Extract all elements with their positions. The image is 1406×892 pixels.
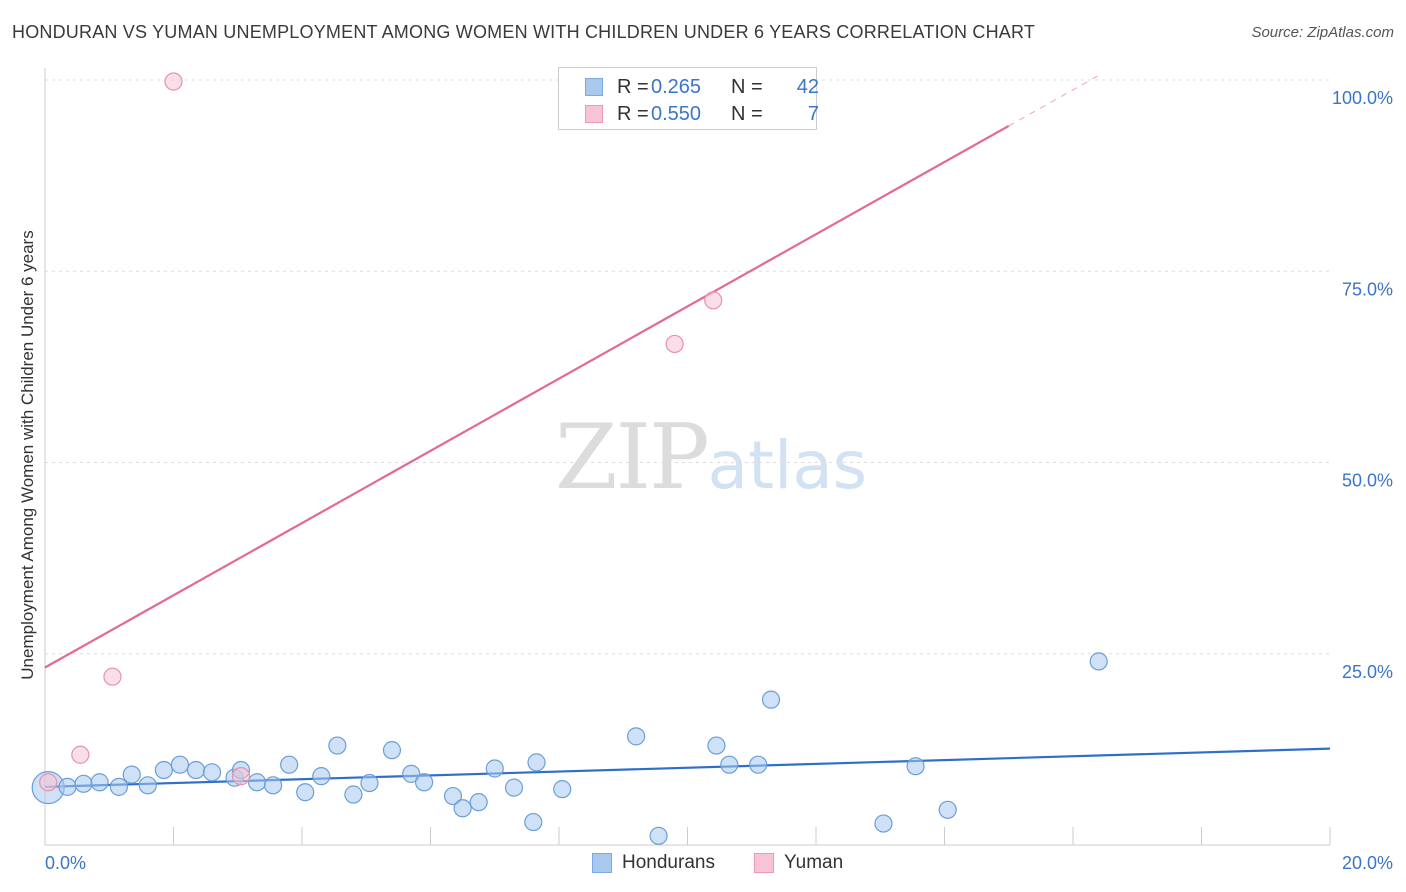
data-point-hondurans (202, 763, 222, 782)
watermark: ZIPatlas (555, 405, 867, 510)
data-point-hondurans (122, 765, 141, 784)
legend-r-label: R = (617, 76, 649, 98)
data-point-hondurans (749, 755, 768, 774)
data-point-hondurans (90, 773, 109, 792)
data-point-hondurans (761, 690, 781, 709)
y-tick-label: 100.0% (1332, 88, 1393, 108)
data-point-yuman (39, 773, 58, 792)
trend-lines (44, 74, 1331, 788)
legend-swatch-yuman (585, 105, 603, 123)
data-point-yuman (704, 291, 723, 310)
data-point-hondurans (312, 767, 331, 786)
data-point-yuman (103, 667, 122, 686)
data-point-hondurans (414, 773, 434, 792)
data-point-yuman (71, 745, 90, 764)
data-point-hondurans (1089, 652, 1108, 671)
data-point-hondurans (58, 777, 77, 796)
data-point-hondurans (707, 736, 726, 755)
y-tick-label: 25.0% (1342, 662, 1393, 682)
y-tick-label: 75.0% (1342, 279, 1393, 299)
data-point-hondurans (720, 755, 739, 774)
watermark-atlas: atlas (707, 427, 868, 504)
data-point-hondurans (469, 793, 488, 812)
data-point-hondurans (186, 760, 206, 780)
data-point-hondurans (524, 812, 543, 832)
legend-r-label: R = (617, 103, 649, 125)
stats-legend: R = 0.265 N = 42 R = 0.550 N = 7 (558, 67, 819, 130)
data-point-hondurans (504, 778, 524, 797)
data-point-yuman (231, 767, 251, 786)
data-point-hondurans (296, 783, 315, 802)
data-point-hondurans (649, 826, 668, 845)
x-tick-label-left: 0.0% (45, 853, 86, 873)
gridlines (45, 79, 1330, 655)
legend-n-value: 42 (796, 76, 819, 98)
legend-n-value: 7 (807, 103, 819, 125)
y-tick-label: 50.0% (1342, 471, 1393, 491)
data-point-hondurans (527, 753, 546, 772)
data-point-hondurans (170, 755, 190, 774)
data-point-hondurans (344, 785, 363, 804)
data-point-hondurans (154, 760, 173, 780)
chart-title: HONDURAN VS YUMAN UNEMPLOYMENT AMONG WOM… (12, 22, 1036, 42)
data-point-hondurans (453, 799, 472, 818)
data-point-hondurans (626, 727, 646, 746)
data-point-hondurans (263, 776, 283, 795)
legend-n-label: N = (731, 76, 763, 98)
trend-line-extension-yuman (1008, 74, 1099, 127)
data-point-hondurans (247, 773, 267, 792)
data-point-hondurans (280, 755, 299, 774)
data-point-hondurans (74, 774, 93, 793)
data-point-hondurans (443, 786, 463, 806)
bottom-legend-swatch-yuman (754, 853, 774, 873)
data-point-hondurans (360, 773, 379, 793)
tick-labels: 100.0% 75.0% 50.0% 25.0% 0.0% 20.0% (45, 88, 1393, 873)
data-point-hondurans (382, 741, 402, 760)
data-point-hondurans (328, 736, 347, 755)
axes (44, 68, 1331, 846)
data-point-hondurans (553, 780, 572, 799)
data-point-hondurans (938, 800, 957, 819)
bottom-legend-label-hondurans: Hondurans (622, 852, 715, 873)
trend-line-yuman (44, 124, 1010, 669)
data-point-hondurans (109, 777, 128, 796)
bottom-legend-swatch-hondurans (592, 853, 612, 873)
data-point-hondurans (485, 759, 504, 778)
data-point-hondurans (874, 814, 893, 833)
legend-swatch-hondurans (585, 78, 603, 96)
legend-r-value: 0.265 (651, 76, 702, 98)
legend-n-label: N = (731, 103, 763, 125)
bottom-legend-label-yuman: Yuman (784, 852, 844, 873)
watermark-zip: ZIP (555, 405, 710, 510)
data-point-yuman (164, 72, 183, 91)
data-points (31, 72, 1108, 845)
data-point-yuman (665, 334, 684, 354)
legend-r-value: 0.550 (651, 103, 702, 125)
x-tick-label-right: 20.0% (1342, 853, 1393, 873)
data-point-hondurans (906, 757, 925, 776)
data-point-hondurans (402, 764, 421, 783)
chart-source: Source: ZipAtlas.com (1251, 24, 1394, 41)
data-point-hondurans (138, 776, 157, 795)
